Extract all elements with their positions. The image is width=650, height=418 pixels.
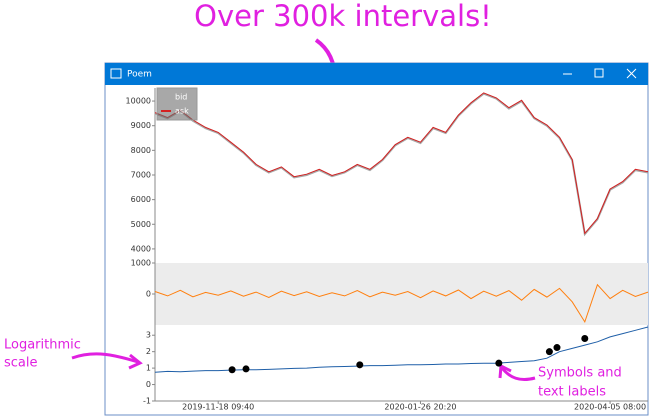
- log-annotation: Logarithmic: [4, 338, 81, 353]
- series-line: [154, 326, 649, 373]
- arrow-head: [498, 363, 512, 379]
- y-tick-label: 0: [146, 380, 151, 389]
- title-bar: [105, 63, 648, 85]
- y-tick-label: 1000: [131, 259, 151, 268]
- window-title: Poem: [127, 70, 152, 80]
- arrow: [500, 367, 536, 382]
- close-button[interactable]: [626, 68, 637, 79]
- symbol: [228, 366, 236, 374]
- y-tick-label: 2: [146, 347, 151, 356]
- y-tick-label: -1: [143, 397, 151, 406]
- symbol: [356, 361, 364, 369]
- y-tick-label: 6000: [131, 195, 151, 204]
- symbol: [495, 359, 503, 367]
- x-tick-label: 2020-04-05 08:00: [574, 403, 646, 412]
- maximize-button[interactable]: [594, 68, 604, 78]
- y-tick-label: 5000: [131, 220, 151, 229]
- symbol: [553, 344, 561, 352]
- x-tick-label: 2019-11-18 09:40: [182, 403, 254, 412]
- symbol: [242, 365, 250, 373]
- symbols-annotation: text labels: [538, 385, 606, 400]
- log-annotation: scale: [4, 356, 38, 371]
- app-icon: [110, 68, 122, 79]
- symbol: [545, 348, 553, 356]
- symbol: [581, 335, 589, 343]
- series-line: [154, 283, 649, 324]
- legend-box: [156, 87, 198, 121]
- y-tick-label: 0: [146, 290, 151, 299]
- symbols-annotation: Symbols and: [538, 366, 622, 381]
- legend-label: bid: [175, 93, 187, 102]
- y-tick-label: 10000: [126, 97, 151, 106]
- pane-background: [155, 263, 648, 325]
- y-tick-label: 9000: [131, 121, 151, 130]
- headline-annotation: Over 300k intervals!: [194, 0, 492, 33]
- x-tick-label: 2020-01-26 20:20: [384, 403, 456, 412]
- y-tick-label: 7000: [131, 170, 151, 179]
- legend-label: ask: [175, 107, 189, 116]
- series-line: [154, 92, 649, 235]
- y-tick-label: 4000: [131, 244, 151, 253]
- y-tick-label: 1: [146, 364, 151, 373]
- y-tick-label: 3: [146, 331, 151, 340]
- arrow: [71, 352, 139, 364]
- y-tick-label: 8000: [131, 146, 151, 155]
- arrow-head: [128, 353, 143, 370]
